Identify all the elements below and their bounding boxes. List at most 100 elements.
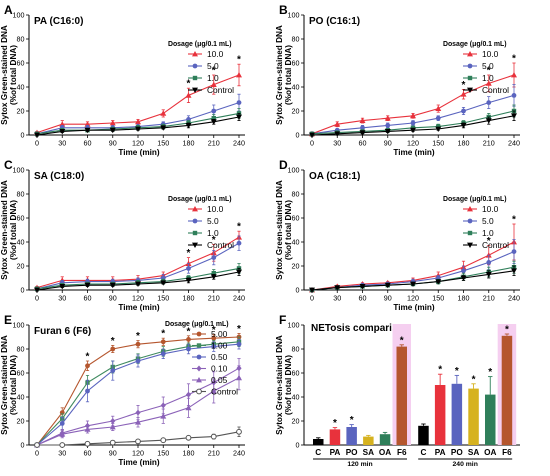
panel-a-data-point xyxy=(185,92,192,98)
panel-a-y-tick-label: 80 xyxy=(17,34,25,43)
panel-e-legend-label: 0.05 xyxy=(211,375,228,385)
panel-b-x-tick-label: 120 xyxy=(407,139,419,148)
panel-d-ylabel-line: Sytox Green-stained DNA xyxy=(275,180,284,280)
panel-d-legend-label: 1.0 xyxy=(482,228,494,238)
panel-a-legend-marker xyxy=(192,87,198,93)
panel-d-legend-title: Dosage (μg/0.1 mL) xyxy=(443,196,507,203)
panel-d-y-tick-label: 40 xyxy=(292,237,300,246)
panel-e-data-point xyxy=(109,424,116,430)
panel-d-y-tick-label: 60 xyxy=(292,213,300,222)
panel-c-x-tick-label: 240 xyxy=(233,294,245,303)
panel-c-data-point xyxy=(84,282,91,289)
panel-f-x-tick-label: OA xyxy=(484,448,496,457)
panel-e-data-point xyxy=(135,358,141,364)
panel-d-series-control xyxy=(309,265,517,293)
panel-b-significance-star: * xyxy=(487,66,491,77)
panel-e-x-tick-label: 90 xyxy=(109,449,117,458)
panel-c-y-tick-label: 60 xyxy=(17,213,25,222)
panel-b-ylabel-line: Sytox Green-stained DNA xyxy=(275,25,284,125)
panel-e-data-point xyxy=(160,339,166,345)
panel-c-data-point xyxy=(236,269,242,275)
panel-e-y-tick-label: 80 xyxy=(17,344,25,353)
panel-b-x-tick-label: 210 xyxy=(483,139,495,148)
panel-e-significance-star: * xyxy=(161,329,165,340)
panel-a-data-point xyxy=(211,116,216,121)
panel-c-y-tick-label: 100 xyxy=(13,165,25,174)
panel-f-x-tick-label: OA xyxy=(379,448,391,457)
panel-d-data-point xyxy=(334,285,341,291)
panel-e-data-point xyxy=(236,374,242,381)
panel-f-x-tick-label: F6 xyxy=(502,448,512,457)
panel-a-x-tick-label: 150 xyxy=(157,139,169,148)
panel-b-data-point xyxy=(435,115,441,121)
panel-e-data-point xyxy=(185,391,192,398)
panel-c-x-tick-label: 0 xyxy=(35,294,39,303)
panel-c-xlabel: Time (min) xyxy=(118,303,160,312)
panel-a-data-point xyxy=(211,108,217,114)
panel-d-legend-marker xyxy=(467,218,473,224)
panel-b-data-point xyxy=(511,93,517,98)
panel-f-bar-c xyxy=(418,425,429,445)
panel-d: 0 20 40 60 80 100 0 30 60 90 120 150 180 210 240 Time (… xyxy=(275,158,520,312)
panel-c-data-point xyxy=(135,281,141,287)
panel-e-x-tick-label: 240 xyxy=(233,449,245,458)
panel-c-legend-marker xyxy=(192,206,198,212)
panel-b-data-point xyxy=(410,120,416,126)
panel-c-data-point xyxy=(59,284,66,290)
panel-f-x-tick-label: PO xyxy=(451,448,463,457)
panel-c-significance-star: * xyxy=(237,222,241,233)
panel-b-legend-label: 1.0 xyxy=(482,73,494,83)
panel-e-legend-marker xyxy=(196,343,202,348)
panel-a-x-tick-label: 240 xyxy=(233,139,245,148)
panel-f-bar-c xyxy=(313,439,324,445)
panel-c-legend-marker xyxy=(192,218,198,224)
panel-e-significance-star: * xyxy=(212,325,216,336)
panel-c-y-tick-label: 40 xyxy=(17,237,25,246)
panel-e-legend-marker xyxy=(196,354,202,360)
panel-a-ylabel: Sytox Green-stained DNA(%of total DNA) xyxy=(0,25,18,125)
panel-a-y-tick-label: 0 xyxy=(21,130,25,139)
panel-e-data-point xyxy=(186,337,191,342)
panel-e-legend-label: 0.50 xyxy=(211,352,228,362)
panel-f-significance-star: * xyxy=(488,367,492,378)
panel-b-data-point xyxy=(384,129,391,135)
panel-a-data-point xyxy=(236,72,242,78)
panel-a-x-tick-label: 60 xyxy=(84,139,92,148)
panel-e-data-point xyxy=(110,346,116,352)
panel-d-title: OA (C18:1) xyxy=(309,171,360,182)
panel-c-ylabel-line: (%of total DNA) xyxy=(9,200,18,260)
panel-b-legend-label: 5.0 xyxy=(482,61,494,71)
panel-c-legend-label: 1.0 xyxy=(207,228,219,238)
panel-d-y-tick-label: 80 xyxy=(292,189,300,198)
panel-f-y-tick-label: 100 xyxy=(288,320,300,329)
panel-d-x-tick-label: 0 xyxy=(310,294,314,303)
panel-d-ylabel-line: (%of total DNA) xyxy=(284,200,293,260)
panel-f-group-label: 120 min xyxy=(347,461,372,468)
panel-f-significance-star: * xyxy=(350,415,354,426)
panel-b-significance-star: * xyxy=(512,54,516,65)
panel-f-x-tick-label: PA xyxy=(330,448,341,457)
panel-b-data-point xyxy=(359,117,366,123)
panel-a-significance-star: * xyxy=(237,55,241,66)
panel-d-y-tick-label: 20 xyxy=(292,261,300,270)
panel-e-data-point xyxy=(236,341,242,347)
panel-e-legend-marker xyxy=(196,388,202,395)
panel-b-data-point xyxy=(435,126,442,132)
panel-d-legend-label: 5.0 xyxy=(482,216,494,226)
panel-c-ylabel: Sytox Green-stained DNA(%of total DNA) xyxy=(0,180,18,280)
panel-d-legend-marker xyxy=(467,242,473,248)
panel-b: 0 20 40 60 80 100 0 30 60 90 120 150 180 210 240 Time (… xyxy=(275,3,520,157)
panel-a-x-tick-label: 0 xyxy=(35,139,39,148)
panel-f-bar-po xyxy=(451,383,463,445)
panel-a-legend-title: Dosage (μg/0.1 mL) xyxy=(168,41,232,48)
panel-f-bar-sa xyxy=(468,388,479,445)
panel-f-x-tick-label: PA xyxy=(435,448,446,457)
panel-e-series-0-05 xyxy=(34,365,242,448)
panel-e-data-point xyxy=(211,335,217,341)
panel-d-x-tick-label: 210 xyxy=(483,294,495,303)
panel-e: 0 20 40 60 80 100 0 30 60 90 120 150 180 210 240 Time (… xyxy=(0,313,245,467)
panel-c-data-point xyxy=(211,255,217,260)
panel-e-x-tick-label: 210 xyxy=(208,449,220,458)
panel-a-legend-marker xyxy=(192,51,198,57)
panel-b-data-point xyxy=(360,125,365,131)
